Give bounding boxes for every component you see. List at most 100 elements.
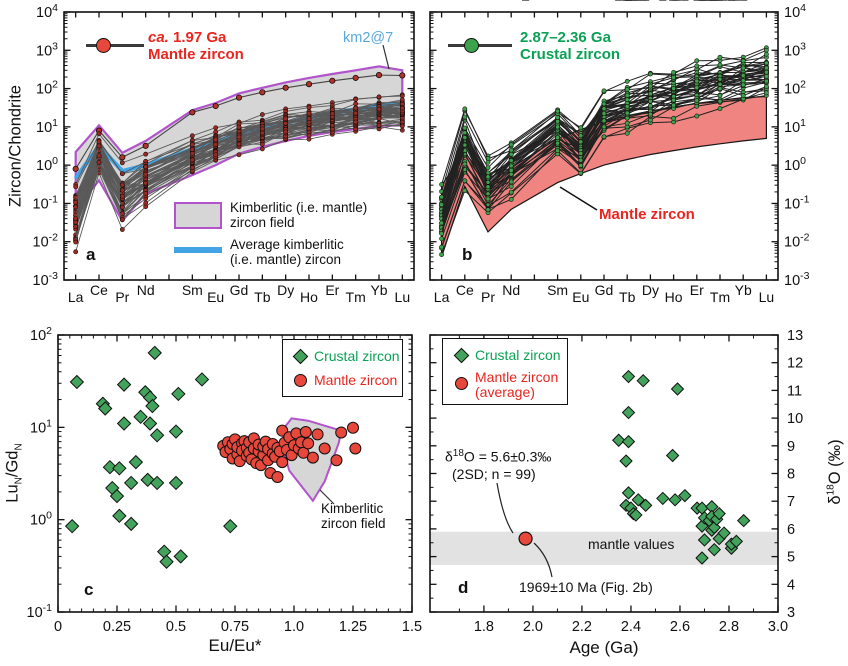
x-tick-label: 1.8 — [474, 619, 494, 635]
crustal-zircon-point — [697, 533, 712, 547]
sample-line — [441, 87, 767, 249]
mantle-zircon-average-point — [518, 531, 533, 546]
y-tick-label: 102 — [36, 79, 58, 98]
x-tick-label: 1.5 — [402, 619, 422, 635]
y-tick-label: 10-2 — [784, 232, 810, 251]
panel-b-sample-lines — [439, 45, 769, 257]
legend-mantle-label: Mantle zircon — [314, 372, 398, 388]
crustal-zircon-point — [621, 369, 636, 384]
y-tick-label: 102 — [30, 325, 52, 344]
x-axis-title-d: Age (Ga) — [569, 638, 639, 657]
mantle-zircon-name-label: Mantle zircon — [148, 46, 244, 63]
age-leader-line — [533, 542, 553, 578]
crustal-zircon-point — [145, 398, 160, 414]
average-kimberlitic-legend-label: Average kimberlitic (i.e. mantle) zircon — [230, 237, 344, 267]
legend-mantle-average-label: Mantle zircon (average) — [475, 369, 559, 400]
crustal-diamond-icon — [453, 347, 470, 364]
sample-line — [75, 95, 403, 188]
crustal-zircon-point — [736, 513, 751, 528]
sample-line — [441, 62, 767, 204]
x-tick-label: 2.8 — [719, 619, 739, 635]
x-tick-label: 0.5 — [166, 619, 186, 635]
panel-c-axes: 0 0.25 0.5 0.75 1.0 1.25 1.5 102 101 100 10-1 — [27, 325, 423, 635]
sample-line — [75, 114, 403, 227]
panel-c-plot — [64, 345, 362, 569]
element-label: Yb — [370, 282, 387, 298]
crustal-zircon-point — [149, 428, 165, 443]
y-tick-label: 11 — [787, 383, 802, 399]
sample-line — [441, 81, 767, 229]
kimberlite-field-swatch — [174, 202, 222, 229]
y-tick-label: 10-1 — [27, 602, 53, 621]
x-tick-label: 1.0 — [284, 619, 304, 635]
mantle-zircon-point — [330, 454, 343, 467]
d18o-leader-line — [496, 482, 514, 534]
sample-line — [441, 88, 767, 239]
panel-c-letter: c — [84, 580, 94, 599]
crustal-zircon-point — [64, 518, 80, 534]
y-axis-title-c: LuN/GdN — [3, 443, 25, 503]
y-tick-label: 103 — [784, 40, 806, 59]
mantle-zircon-legend-marker-icon — [96, 38, 111, 53]
element-label: Gd — [230, 282, 249, 298]
crustal-zircon-point — [707, 542, 721, 557]
crustal-zircon-point — [112, 461, 127, 476]
crustal-zircon-point — [729, 534, 744, 549]
mantle-zircon-point — [297, 446, 310, 459]
x-tick-label: 0.25 — [103, 619, 131, 635]
crustal-diamond-icon — [292, 348, 309, 365]
crustal-zircon-point — [147, 345, 162, 361]
x-tick-label: 2.0 — [523, 619, 543, 635]
crustal-zircon-point — [619, 454, 633, 468]
sample-line — [441, 95, 767, 255]
x-axis-title-c: Eu/Eu* — [208, 636, 262, 655]
sample-line — [441, 69, 767, 213]
mantle-zircon-point — [271, 470, 284, 483]
crustal-zircon-point — [97, 401, 113, 416]
x-tick-label: 0.75 — [221, 619, 249, 635]
element-label: Eu — [572, 289, 589, 305]
mantle-zircon-legend-line — [86, 44, 144, 47]
crustal-zircon-point — [173, 549, 188, 564]
sample-line — [441, 56, 767, 198]
y-tick-label: 104 — [36, 2, 58, 21]
mantle-zircon-point — [311, 428, 324, 441]
element-label: Tb — [619, 289, 636, 305]
d18o-average-annotation: δ18O = 5.6±0.3‰ (2SD; n = 99) — [445, 448, 552, 482]
sample-line — [75, 94, 403, 185]
crustal-zircon-point — [133, 409, 148, 425]
panel-d-legend: Crustal zircon Mantle zircon (average) — [442, 338, 568, 405]
crustal-zircon-point — [223, 518, 238, 534]
crustal-zircon-point — [636, 373, 650, 388]
crustal-zircon-point — [611, 433, 626, 447]
crustal-zircon-point — [123, 516, 139, 532]
element-label: Ho — [665, 289, 683, 305]
crustal-zircon-point — [112, 508, 127, 524]
sample-line — [75, 126, 403, 252]
y-tick-label: 7 — [787, 494, 795, 510]
x-tick-label: 1.25 — [339, 619, 367, 635]
y-tick-label: 10-2 — [33, 232, 59, 251]
element-label: La — [68, 289, 84, 305]
panel-c-legend: Crustal zircon Mantle zircon — [282, 339, 403, 397]
panel-b-letter: b — [462, 245, 473, 264]
mantle-zircon-point — [306, 451, 319, 464]
sample-line — [441, 75, 767, 234]
y-tick-label: 101 — [36, 117, 58, 136]
sample-line — [75, 109, 403, 219]
sample-line — [441, 78, 767, 228]
y-tick-label: 10 — [787, 411, 803, 427]
sample-line — [75, 112, 403, 221]
panel-d-axes: 1.8 2.0 2.2 2.4 2.6 2.8 3.03 4 5 6 7 8 9 10 11 12 13 — [429, 328, 803, 635]
element-label: Pr — [481, 289, 495, 305]
crustal-zircon-point — [717, 526, 731, 540]
crustal-zircon-point — [69, 374, 85, 390]
y-tick-label: 10-3 — [784, 270, 810, 289]
crustal-zircon-point — [670, 382, 685, 396]
crustal-zircon-point — [123, 475, 139, 491]
crustal-zircon-point — [116, 377, 132, 392]
mantle-zircon-field-callout: Mantle zircon — [599, 206, 695, 223]
crustal-zircon-point — [638, 498, 653, 513]
panel-b-legend: 2.87–2.36 Ga Crustal zircon — [520, 29, 620, 63]
